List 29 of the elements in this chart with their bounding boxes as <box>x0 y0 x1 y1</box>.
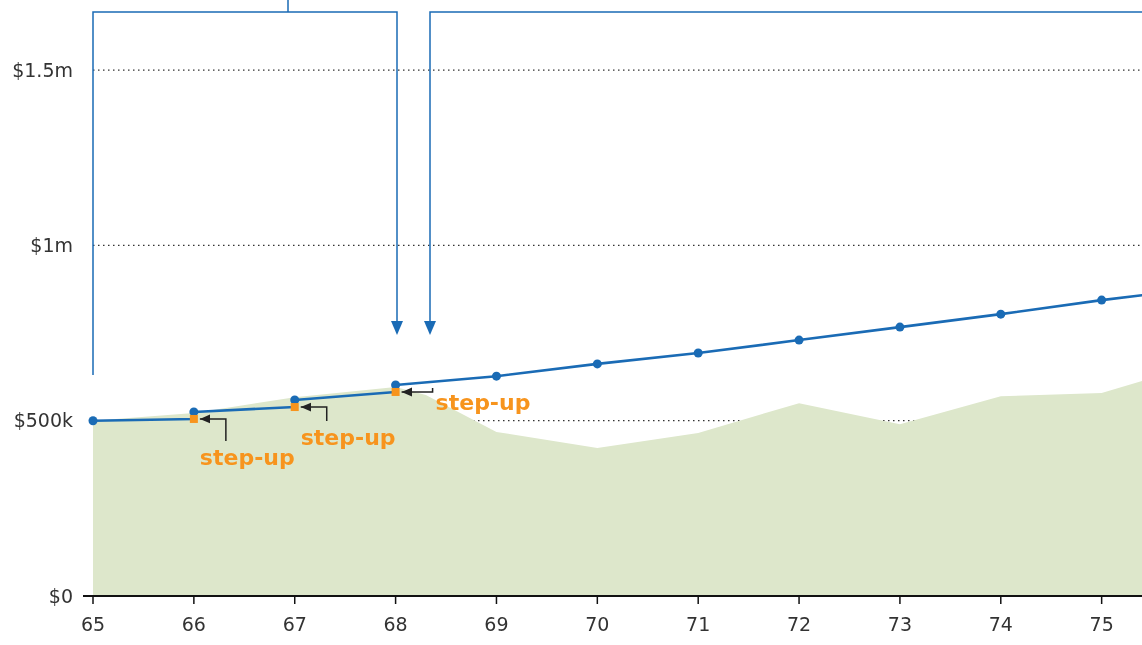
x-tick-label: 69 <box>484 613 509 635</box>
x-tick-label: 68 <box>383 613 408 635</box>
x-tick-label: 73 <box>887 613 913 635</box>
y-tick-label: $500k <box>13 409 73 432</box>
x-tick-label: 71 <box>686 613 711 635</box>
point <box>996 309 1006 319</box>
x-tick-label: 67 <box>282 613 307 635</box>
point <box>391 387 400 396</box>
point <box>1097 295 1107 305</box>
point <box>290 403 299 412</box>
point <box>592 359 602 369</box>
x-tick-label: 70 <box>585 613 610 635</box>
point <box>88 416 98 426</box>
point <box>693 348 703 358</box>
point <box>895 322 905 332</box>
annotation: step-up <box>435 389 531 415</box>
point <box>794 335 804 345</box>
x-tick-label: 75 <box>1089 613 1114 635</box>
x-tick-label: 72 <box>786 613 812 635</box>
x-tick-label: 65 <box>80 613 106 635</box>
y-tick-label: $0 <box>48 584 73 607</box>
y-tick-label: $1m <box>30 234 73 257</box>
point <box>491 371 501 381</box>
x-tick-label: 74 <box>988 613 1013 635</box>
y-tick-label: $1.5m <box>12 58 73 81</box>
x-tick-label: 66 <box>181 613 206 635</box>
annotation: step-up <box>199 444 295 470</box>
annotation: step-up <box>300 425 396 451</box>
point <box>189 414 198 423</box>
